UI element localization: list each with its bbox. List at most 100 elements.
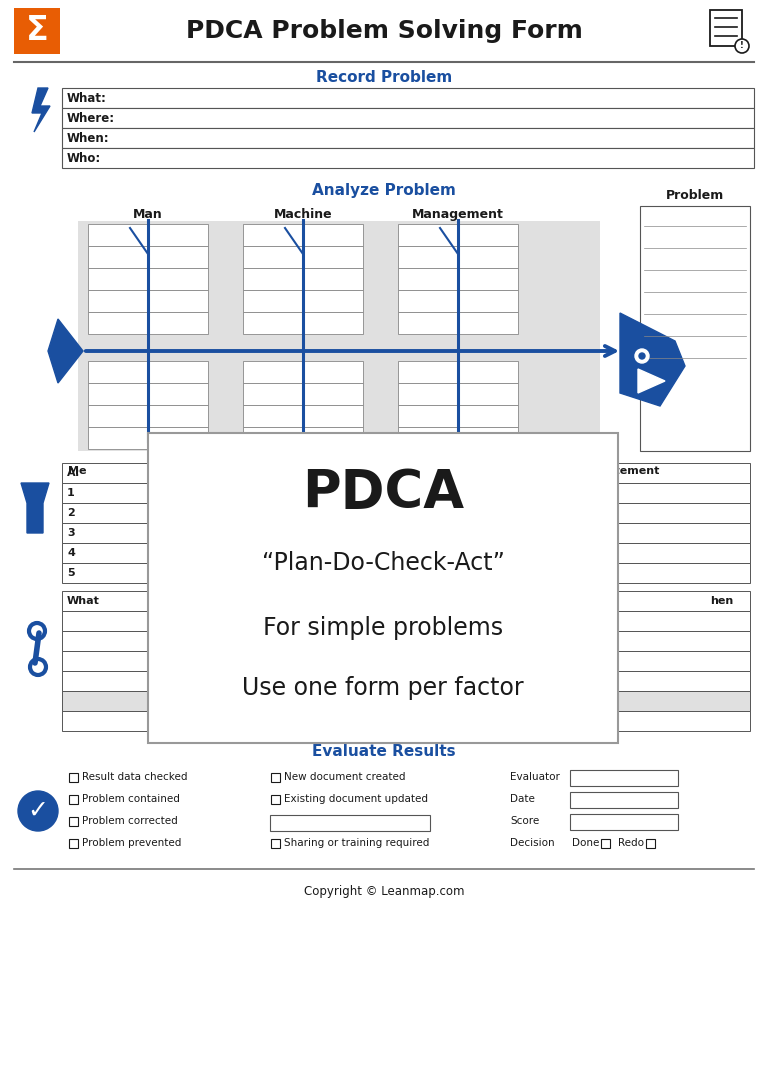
Bar [243,383,363,405]
Bar [362,483,750,502]
Bar [710,10,742,46]
Bar [88,427,208,449]
Bar [601,838,610,848]
Text: Existing document updated: Existing document updated [284,794,428,804]
Bar [62,523,342,543]
Text: Who:: Who: [67,152,101,165]
Bar [62,148,754,168]
Text: hen: hen [710,596,733,606]
Text: What: What [67,596,100,606]
Bar [68,838,78,848]
Bar [88,383,208,405]
Text: Man: Man [133,208,163,221]
Text: Redo: Redo [618,838,644,848]
Bar [398,246,518,268]
Text: atement: atement [608,467,660,476]
Polygon shape [48,319,83,383]
Bar [88,405,208,427]
Bar [398,427,518,449]
Bar [270,773,280,782]
Bar [398,290,518,312]
Text: Analyze Problem: Analyze Problem [312,182,456,197]
Circle shape [635,349,649,363]
Bar [62,483,342,502]
Text: Management: Management [412,208,504,221]
Text: Record Problem: Record Problem [316,71,452,85]
Bar [645,838,654,848]
Text: Evaluate Results: Evaluate Results [312,743,456,759]
Bar [270,838,280,848]
Text: PDCA: PDCA [302,467,464,519]
Circle shape [735,39,749,53]
Text: Where:: Where: [67,111,115,124]
Bar [243,361,363,383]
Bar [62,591,342,611]
Bar [270,795,280,803]
Text: Evaluator: Evaluator [510,772,560,782]
Text: Score: Score [510,816,539,826]
Bar [68,773,78,782]
Bar [88,268,208,290]
Bar [264,691,344,711]
Bar [362,651,750,671]
Bar [362,671,750,691]
Polygon shape [638,370,665,393]
Bar [62,128,754,148]
Polygon shape [32,88,50,132]
Bar [62,108,754,128]
Text: PDCA Problem Solving Form: PDCA Problem Solving Form [186,19,582,43]
Bar [62,671,342,691]
Text: Machine: Machine [273,208,333,221]
Text: Problem: Problem [666,189,724,202]
Text: “Plan-Do-Check-Act”: “Plan-Do-Check-Act” [262,552,505,576]
Bar [362,611,750,631]
Bar [243,268,363,290]
Bar [68,816,78,825]
Bar [78,221,600,451]
Bar [398,383,518,405]
Bar [243,312,363,334]
Bar [88,290,208,312]
Bar [14,8,60,55]
Text: 3: 3 [67,528,74,538]
Text: Result data checked: Result data checked [82,772,187,782]
Bar [398,268,518,290]
Text: Done: Done [572,838,599,848]
Text: Copyright © Leanmap.com: Copyright © Leanmap.com [304,884,464,897]
Text: When:: When: [67,132,110,145]
Text: New document created: New document created [284,772,406,782]
Text: Me: Me [68,467,87,476]
Text: 1: 1 [67,488,74,498]
Bar [570,792,678,808]
Bar [62,611,342,631]
Bar [362,523,750,543]
Bar [62,691,750,711]
Bar [88,312,208,334]
Bar [570,814,678,829]
Text: 5: 5 [67,568,74,578]
Text: For simple problems: For simple problems [263,616,503,640]
Text: Problem prevented: Problem prevented [82,838,181,848]
Circle shape [639,353,645,359]
Bar [362,591,750,611]
Text: 2: 2 [67,508,74,518]
Text: Problem contained: Problem contained [82,794,180,804]
Bar [243,246,363,268]
Bar [362,564,750,583]
Bar [362,502,750,523]
Bar [68,795,78,803]
Bar [62,564,342,583]
Bar [243,427,363,449]
Bar [62,711,750,731]
Bar [398,225,518,246]
Bar [570,770,678,786]
Bar [243,225,363,246]
Bar [640,206,750,451]
Circle shape [18,791,58,831]
Text: Problem corrected: Problem corrected [82,816,177,826]
Bar [344,691,424,711]
Text: What:: What: [67,92,107,105]
Text: 4: 4 [67,548,74,558]
Bar [148,433,618,743]
Text: ✓: ✓ [28,799,48,823]
